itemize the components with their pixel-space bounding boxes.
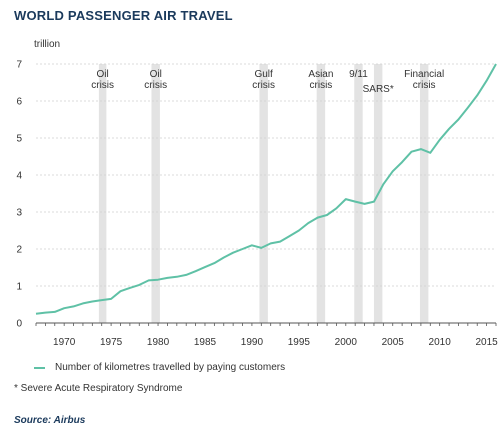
x-tick-label: 1995	[288, 337, 311, 348]
legend-label: Number of kilometres travelled by paying…	[55, 362, 286, 373]
x-tick-label: 1985	[194, 337, 217, 348]
crisis-label: 9/11	[349, 69, 368, 80]
legend-swatch	[34, 366, 45, 369]
x-tick-label: 1975	[100, 337, 123, 348]
footnote: * Severe Acute Respiratory Syndrome	[14, 383, 183, 394]
crisis-label: Gulf crisis	[252, 69, 275, 91]
series-layer	[35, 63, 497, 315]
chart-title: WORLD PASSENGER AIR TRAVEL	[14, 8, 233, 23]
crisis-band	[151, 64, 160, 323]
y-tick-label: 1	[16, 282, 22, 293]
y-axis-label: trillion	[34, 39, 60, 50]
chart-area: 0 1 2 3 4 5 6 7 trillion 1970 1975 1980 1985 1990 1995…	[16, 39, 498, 348]
crisis-band	[419, 64, 429, 323]
crisis-band	[98, 64, 107, 323]
crisis-label: Financial crisis	[404, 69, 444, 91]
y-tick-label: 5	[16, 134, 22, 145]
axes: 0 1 2 3 4 5 6 7 trillion 1970 1975 1980 1985 1990 1995…	[16, 39, 498, 348]
y-tick-label: 2	[16, 245, 22, 256]
crisis-label: Asian crisis	[308, 69, 333, 91]
x-tick-label: 2000	[335, 337, 358, 348]
x-tick-label: 2005	[382, 337, 405, 348]
band-labels: Oil crisis Oil crisis Gulf crisis Asian crisis 9…	[91, 69, 444, 95]
x-tick-label: 1970	[53, 337, 76, 348]
x-tick-label: 2015	[475, 337, 498, 348]
y-tick-label: 0	[16, 319, 22, 330]
y-tick-label: 7	[16, 60, 22, 71]
x-tick-label: 2010	[429, 337, 452, 348]
crisis-label: SARS*	[363, 84, 394, 95]
source-note: Source: Airbus	[14, 415, 86, 426]
crisis-band	[316, 64, 326, 323]
series-line	[35, 63, 497, 315]
y-tick-label: 4	[16, 171, 22, 182]
crisis-band	[259, 64, 268, 323]
y-tick-label: 6	[16, 97, 22, 108]
x-tick-label: 1990	[241, 337, 264, 348]
crisis-band	[354, 64, 363, 323]
gridlines	[36, 63, 496, 287]
y-tick-label: 3	[16, 208, 22, 219]
legend: Number of kilometres travelled by paying…	[34, 362, 285, 373]
crisis-label: Oil crisis	[91, 69, 114, 91]
x-tick-label: 1980	[147, 337, 170, 348]
crisis-label: Oil crisis	[144, 69, 167, 91]
